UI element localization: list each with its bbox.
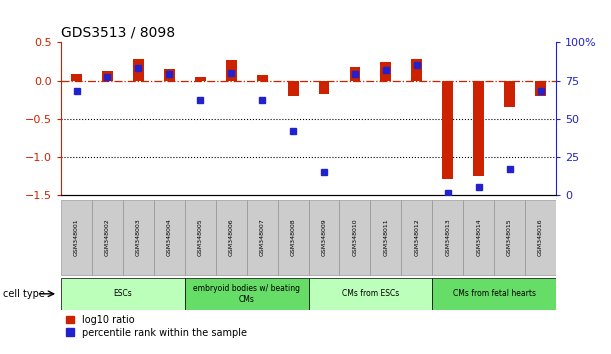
Bar — [257, 75, 268, 81]
Text: GSM348002: GSM348002 — [105, 218, 110, 256]
Bar — [277, 200, 309, 275]
Text: GSM348014: GSM348014 — [476, 218, 481, 256]
Text: ESCs: ESCs — [114, 289, 133, 298]
Text: GSM348001: GSM348001 — [74, 218, 79, 256]
Text: GSM348006: GSM348006 — [229, 218, 234, 256]
Bar — [92, 200, 123, 275]
Text: GSM348007: GSM348007 — [260, 218, 265, 256]
Text: GSM348008: GSM348008 — [291, 218, 296, 256]
Text: GSM348015: GSM348015 — [507, 218, 512, 256]
Bar — [370, 200, 401, 275]
Bar — [61, 278, 185, 310]
Bar — [185, 200, 216, 275]
Bar — [154, 200, 185, 275]
Text: cell type: cell type — [3, 289, 45, 299]
Bar — [433, 200, 463, 275]
Bar — [525, 200, 556, 275]
Bar — [164, 69, 175, 81]
Text: embryoid bodies w/ beating
CMs: embryoid bodies w/ beating CMs — [193, 284, 300, 303]
Text: GSM348010: GSM348010 — [353, 218, 357, 256]
Text: GSM348009: GSM348009 — [321, 218, 326, 256]
Bar — [535, 81, 546, 96]
Bar — [318, 81, 329, 94]
Bar — [309, 200, 340, 275]
Bar — [463, 200, 494, 275]
Text: GSM348016: GSM348016 — [538, 218, 543, 256]
Bar — [195, 77, 206, 81]
Bar — [185, 278, 309, 310]
Text: GSM348005: GSM348005 — [198, 218, 203, 256]
Bar — [411, 59, 422, 81]
Text: GSM348011: GSM348011 — [383, 218, 389, 256]
Bar — [288, 81, 299, 96]
Bar — [226, 60, 236, 81]
Text: GDS3513 / 8098: GDS3513 / 8098 — [61, 26, 175, 40]
Bar — [381, 62, 391, 81]
Bar — [401, 200, 433, 275]
Text: GSM348004: GSM348004 — [167, 218, 172, 256]
Bar — [474, 81, 484, 176]
Bar — [71, 74, 82, 81]
Bar — [123, 200, 154, 275]
Bar — [309, 278, 433, 310]
Bar — [349, 67, 360, 81]
Bar — [61, 200, 92, 275]
Text: CMs from ESCs: CMs from ESCs — [342, 289, 399, 298]
Bar — [494, 200, 525, 275]
Bar — [102, 72, 113, 81]
Bar — [133, 59, 144, 81]
Bar — [442, 81, 453, 179]
Bar — [504, 81, 515, 107]
Bar — [216, 200, 247, 275]
Legend: log10 ratio, percentile rank within the sample: log10 ratio, percentile rank within the … — [66, 315, 246, 337]
Bar — [433, 278, 556, 310]
Text: GSM348012: GSM348012 — [414, 218, 419, 256]
Bar — [340, 200, 370, 275]
Bar — [247, 200, 277, 275]
Text: GSM348013: GSM348013 — [445, 218, 450, 256]
Text: GSM348003: GSM348003 — [136, 218, 141, 256]
Text: CMs from fetal hearts: CMs from fetal hearts — [453, 289, 536, 298]
